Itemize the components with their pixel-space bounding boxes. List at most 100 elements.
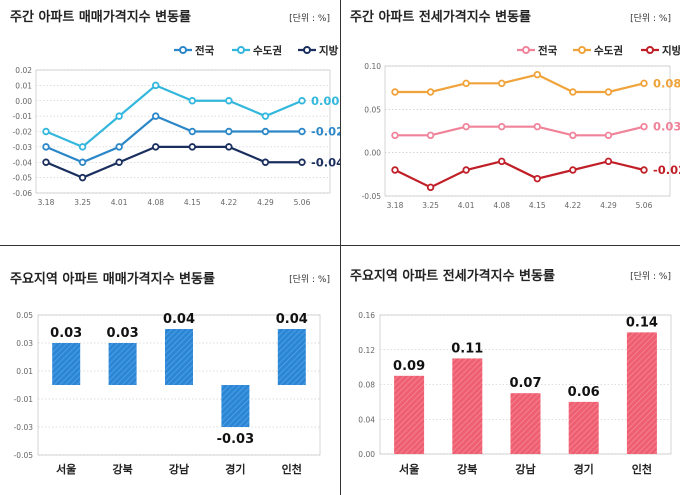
bar-강북 — [108, 343, 137, 385]
bar-경기 — [568, 401, 599, 454]
chart-unit: [단위 : %] — [630, 13, 671, 24]
bar-경기 — [221, 385, 250, 427]
data-point — [426, 183, 435, 192]
data-point — [298, 158, 306, 166]
end-label-지방: -0.04 — [311, 155, 340, 169]
x-category-label: 경기 — [574, 462, 594, 476]
chart-sales-regional: 주요지역 아파트 매매가격지수 변동률 [단위 : %] 0.05 0.03 0.0… — [10, 271, 330, 476]
x-tick-label: 4.01 — [111, 198, 128, 207]
series-line-전국 — [45, 114, 302, 164]
data-point — [498, 122, 506, 131]
bar-value-label: 0.03 — [107, 326, 139, 341]
data-point — [42, 143, 50, 151]
chart-unit: [단위 : %] — [289, 13, 330, 24]
data-point — [78, 143, 87, 151]
chart-jeonse-regional: 주요지역 아파트 전세가격지수 변동률 [단위 : %] 0.16 0.12 0.0… — [350, 268, 672, 476]
chart-panel-jeonse-regional: 주요지역 아파트 전세가격지수 변동률 [단위 : %] 0.16 0.12 0.0… — [341, 246, 680, 495]
y-tick-label: -0.01 — [14, 395, 34, 404]
series-line-전국 — [395, 125, 645, 137]
y-tick-label: 0.00 — [364, 149, 381, 158]
x-category-label: 인천 — [282, 462, 302, 476]
chart-title: 주간 아파트 매매가격지수 변동률 — [10, 9, 191, 25]
y-tick-label: 0.00 — [358, 450, 375, 459]
bar-강북 — [452, 358, 483, 454]
y-tick-label: 0.01 — [15, 81, 32, 90]
chart-unit: [단위 : %] — [289, 274, 330, 285]
chart-panel-sales-regional: 주요지역 아파트 매매가격지수 변동률 [단위 : %] 0.05 0.03 0.0… — [0, 246, 340, 495]
x-tick-label: 4.22 — [565, 201, 582, 210]
bar-value-label: 0.06 — [568, 385, 600, 400]
x-category-label: 인천 — [632, 462, 652, 476]
legend-marker — [179, 46, 187, 54]
y-tick-label: -0.01 — [13, 112, 33, 121]
x-tick-label: 4.22 — [221, 198, 238, 207]
chart-sales-weekly: 주간 아파트 매매가격지수 변동률 [단위 : %] 0.02 0.01 0.00 -… — [10, 9, 340, 207]
bar-value-label: 0.03 — [50, 326, 82, 341]
legend-item-수도권: 수도권 — [232, 45, 282, 57]
bar-value-label: 0.09 — [393, 359, 425, 374]
x-category-label: 경기 — [225, 462, 245, 476]
bar-인천 — [277, 329, 306, 385]
legend-item-전국: 전국 — [517, 44, 558, 57]
bar-강남 — [165, 329, 193, 385]
data-point — [42, 158, 50, 166]
y-tick-label: 0.05 — [364, 105, 381, 114]
x-tick-label: 4.08 — [493, 201, 510, 210]
y-tick-label: 0.16 — [358, 311, 375, 320]
bar-서울 — [52, 343, 81, 385]
legend-item-지방: 지방 — [298, 44, 339, 57]
data-point — [152, 112, 160, 120]
data-point — [188, 143, 196, 151]
data-point — [78, 173, 87, 182]
legend-item-수도권: 수도권 — [573, 45, 623, 57]
x-category-label: 서울 — [399, 462, 419, 476]
data-point — [498, 157, 506, 166]
y-tick-label: 0.04 — [358, 415, 375, 424]
data-point — [298, 97, 306, 105]
data-point — [604, 88, 613, 96]
legend-label: 지방 — [319, 44, 339, 57]
data-point — [426, 131, 435, 140]
x-category-label: 강북 — [112, 462, 132, 476]
data-point — [426, 88, 435, 96]
y-tick-label: -0.03 — [14, 423, 34, 432]
bar-value-label: 0.11 — [451, 341, 483, 356]
legend-marker — [237, 46, 245, 54]
legend-label: 전국 — [538, 44, 558, 57]
x-tick-label: 5.06 — [636, 201, 653, 210]
bar-value-label: -0.03 — [217, 432, 254, 447]
legend-label: 수도권 — [253, 45, 282, 57]
data-point — [42, 127, 50, 136]
chart-title: 주간 아파트 전세가격지수 변동률 — [350, 9, 531, 25]
data-point — [533, 70, 541, 79]
x-category-label: 강북 — [457, 462, 477, 476]
chart-title: 주요지역 아파트 전세가격지수 변동률 — [350, 268, 555, 284]
data-point — [115, 112, 123, 120]
data-point — [261, 158, 270, 166]
data-point — [462, 166, 470, 174]
legend-item-전국: 전국 — [174, 44, 215, 57]
y-tick-label: -0.04 — [13, 158, 33, 167]
legend-label: 지방 — [662, 44, 680, 57]
data-point — [604, 157, 613, 166]
x-tick-label: 3.25 — [422, 201, 439, 210]
x-tick-label: 4.29 — [257, 198, 274, 207]
chart-panel-jeonse-weekly: 주간 아파트 전세가격지수 변동률 [단위 : %] 0.10 0.05 0.00 -… — [341, 0, 680, 245]
data-point — [152, 143, 160, 151]
y-tick-label: 0.08 — [358, 381, 375, 390]
x-tick-label: 3.18 — [387, 201, 404, 210]
y-tick-label: 0.01 — [16, 367, 33, 376]
end-label-전국: -0.02 — [311, 125, 340, 139]
x-category-label: 강남 — [169, 462, 189, 476]
data-point — [498, 79, 506, 88]
vertical-divider — [340, 0, 341, 495]
y-tick-label: 0.02 — [15, 66, 32, 75]
x-tick-label: 4.01 — [458, 201, 475, 210]
data-point — [188, 127, 196, 136]
legend-marker — [522, 46, 530, 54]
plot-frame — [384, 65, 671, 197]
end-label-수도권: 0.00 — [311, 94, 339, 108]
bar-value-label: 0.04 — [276, 312, 308, 327]
x-tick-label: 4.08 — [147, 198, 164, 207]
series-line-수도권 — [395, 73, 645, 94]
